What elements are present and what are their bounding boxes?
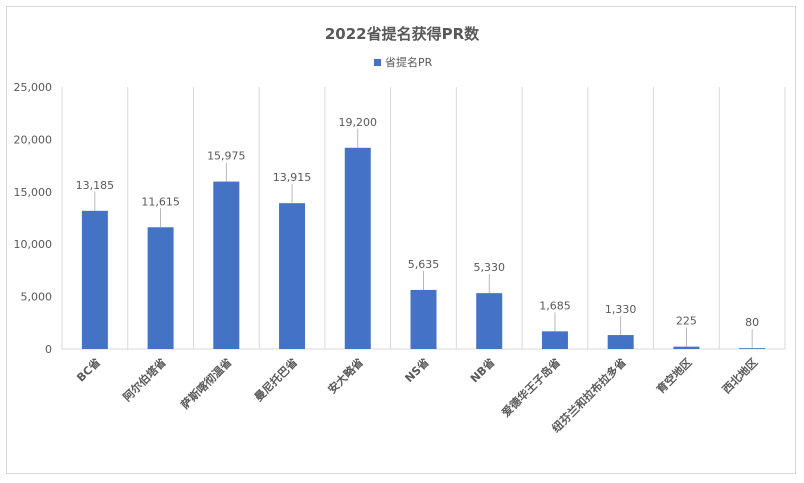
x-tick-label: 育空地区: [654, 355, 695, 396]
data-label: 13,185: [76, 179, 115, 192]
bar: [607, 335, 634, 349]
x-tick-label: 安大略省: [325, 355, 366, 396]
bar: [541, 331, 568, 349]
y-axis: 0 5,000 10,000 15,000 20,000 25,000: [14, 81, 53, 356]
bars: [81, 147, 766, 349]
x-tick-label: NS省: [402, 355, 432, 385]
data-label: 5,330: [473, 261, 505, 274]
data-label: 80: [745, 316, 759, 329]
bar: [147, 227, 174, 349]
bar: [673, 346, 700, 349]
bar: [344, 147, 371, 349]
bar: [739, 348, 766, 349]
chart-title: 2022省提名获得PR数: [325, 25, 480, 43]
data-labels: 13,185 11,615 15,975 13,915 19,200 5,635 5,330…: [76, 116, 759, 349]
data-label: 225: [676, 315, 697, 328]
y-tick-label: 25,000: [14, 81, 53, 94]
y-tick-label: 10,000: [14, 238, 53, 251]
legend-label: 省提名PR: [385, 55, 433, 69]
y-tick-label: 5,000: [21, 291, 53, 304]
data-label: 15,975: [207, 150, 246, 163]
y-tick-label: 0: [45, 343, 52, 356]
data-label: 1,685: [539, 299, 571, 312]
legend: 省提名PR: [374, 55, 433, 69]
y-tick-label: 15,000: [14, 186, 53, 199]
data-label: 1,330: [605, 303, 637, 316]
bar: [81, 210, 108, 349]
x-axis: BC省 阿尔伯塔省 萨斯喀彻温省 曼尼托巴省 安大略省 NS省 NB省 爱德华王子岛省纽芬兰和…: [74, 355, 761, 435]
data-label: 19,200: [339, 116, 378, 129]
bar: [476, 293, 503, 349]
data-label: 5,635: [408, 258, 440, 271]
legend-swatch: [374, 59, 381, 66]
x-tick-label: BC省: [74, 355, 103, 384]
x-tick-label: 阿尔伯塔省: [120, 355, 169, 404]
y-tick-label: 20,000: [14, 133, 53, 146]
x-tick-label: 西北地区: [719, 355, 760, 396]
x-tick-label: NB省: [467, 355, 497, 385]
bar: [279, 203, 306, 349]
bar-chart: 2022省提名获得PR数 省提名PR 0 5,000 10,000 15,000 20,…: [14, 25, 786, 435]
data-label: 11,615: [141, 195, 180, 208]
x-tick-label: 爱德华王子岛省: [499, 355, 563, 419]
bar: [410, 289, 437, 349]
chart-frame: 2022省提名获得PR数 省提名PR 0 5,000 10,000 15,000 20,…: [6, 6, 796, 474]
data-label: 13,915: [273, 171, 312, 184]
bar: [213, 181, 240, 349]
x-tick-label: 萨斯喀彻温省: [178, 355, 235, 412]
x-tick-label: 曼尼托巴省: [251, 355, 300, 404]
